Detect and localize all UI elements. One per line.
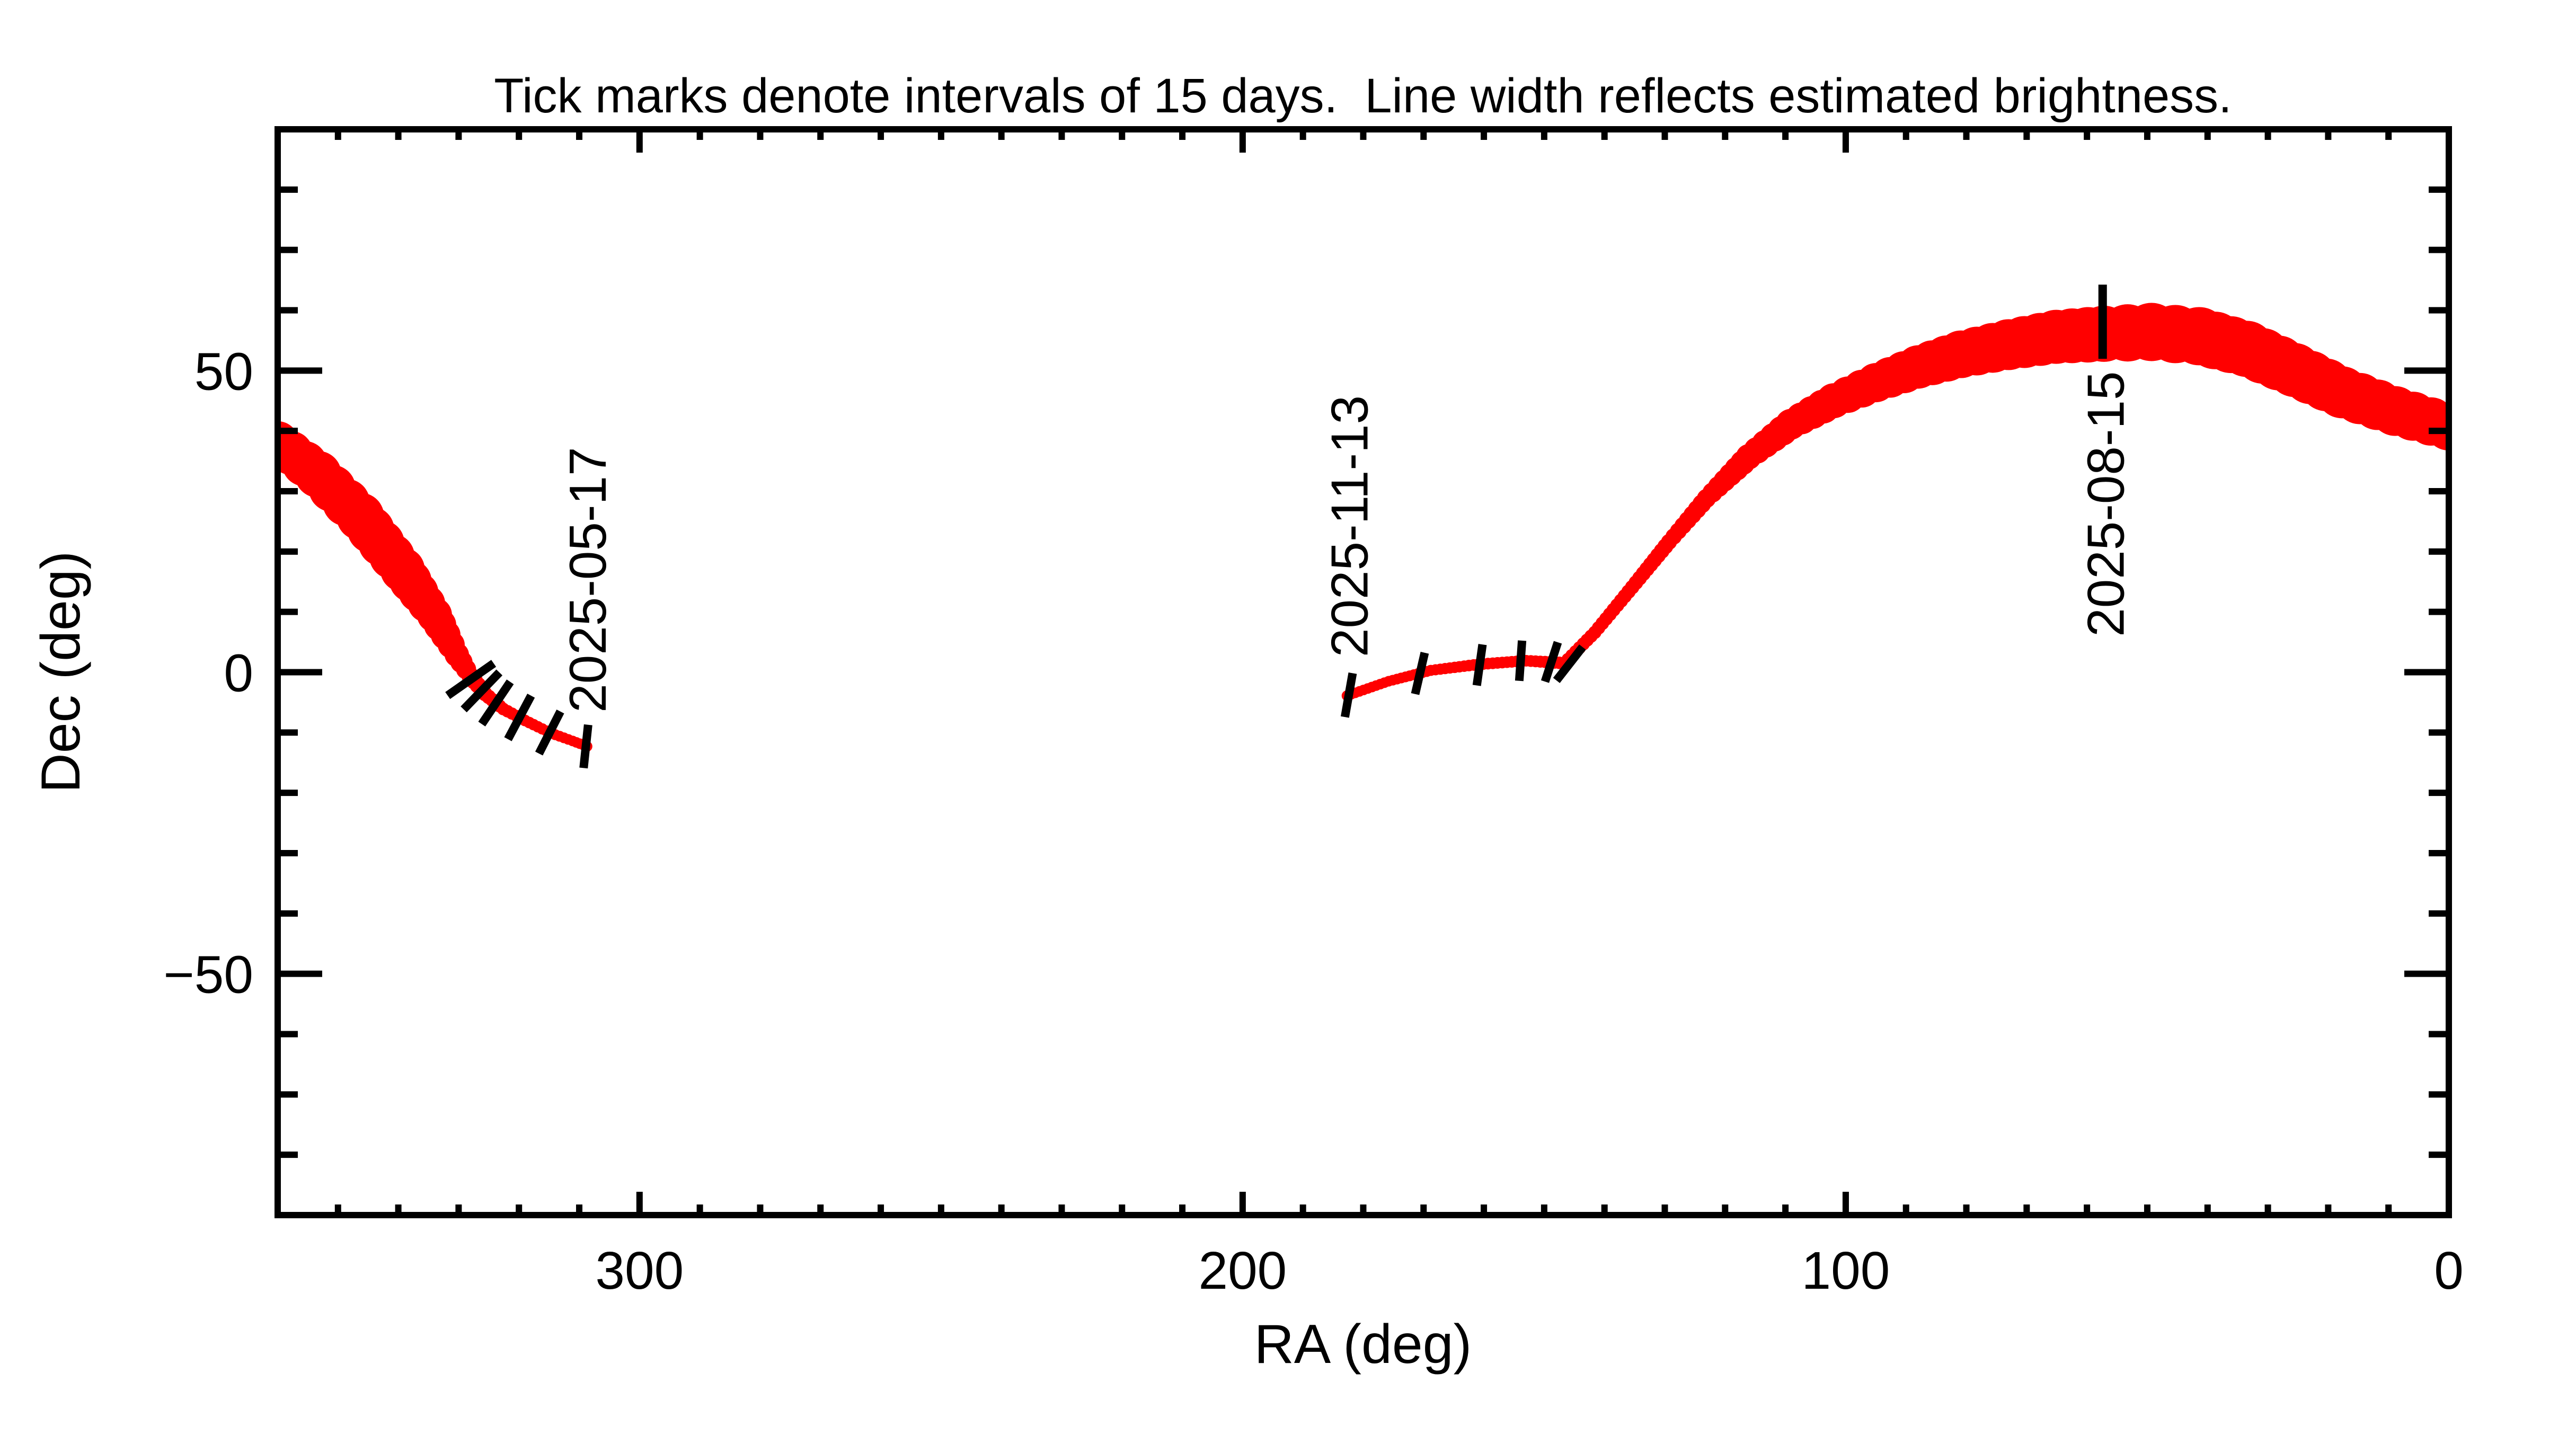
x-tick-label-0: 0	[2434, 1241, 2464, 1300]
y-axis-title: Dec (deg)	[30, 551, 92, 793]
x-axis-title: RA (deg)	[1254, 1314, 1472, 1375]
y-axis-tick-labels: 50 0 −50	[163, 342, 253, 1004]
interval-tick-7	[1411, 652, 1429, 695]
x-axis-tick-labels: 300 200 100 0	[595, 1241, 2463, 1300]
interval-tick-3	[504, 694, 535, 741]
x-tick-label-100: 100	[1802, 1241, 1890, 1300]
date-label-2025-08-15: 2025-08-15	[2077, 371, 2135, 636]
track-segment-summer-arc	[1557, 303, 2449, 670]
x-tick-label-300: 300	[595, 1241, 684, 1300]
axis-ticks	[278, 129, 2452, 1215]
x-tick-label-200: 200	[1198, 1241, 1287, 1300]
interval-tick-5	[579, 724, 592, 769]
interval-tick-9	[1515, 640, 1527, 681]
y-tick-label-0: 0	[224, 644, 253, 703]
y-tick-label-50: 50	[194, 342, 253, 401]
interval-tick-6	[1341, 672, 1357, 718]
interval-tick-10	[1541, 641, 1562, 683]
interval-tick-8	[1472, 644, 1487, 686]
date-labels: 2025-05-17 2025-11-13 2025-08-15	[559, 371, 2135, 712]
date-label-2025-05-17: 2025-05-17	[559, 447, 617, 712]
y-tick-label--50: −50	[163, 945, 253, 1005]
date-label-2025-11-13: 2025-11-13	[1320, 395, 1378, 657]
track-point	[2425, 403, 2449, 451]
track-segment-spring	[278, 421, 592, 752]
interval-tick-marks	[445, 285, 2107, 769]
interval-tick-4	[535, 710, 564, 756]
interval-tick-1	[461, 669, 503, 713]
interval-tick-11	[1553, 644, 1586, 684]
interval-tick-2	[478, 679, 514, 727]
chart-title: Tick marks denote intervals of 15 days. …	[494, 69, 2232, 123]
interval-tick-0	[445, 660, 497, 699]
